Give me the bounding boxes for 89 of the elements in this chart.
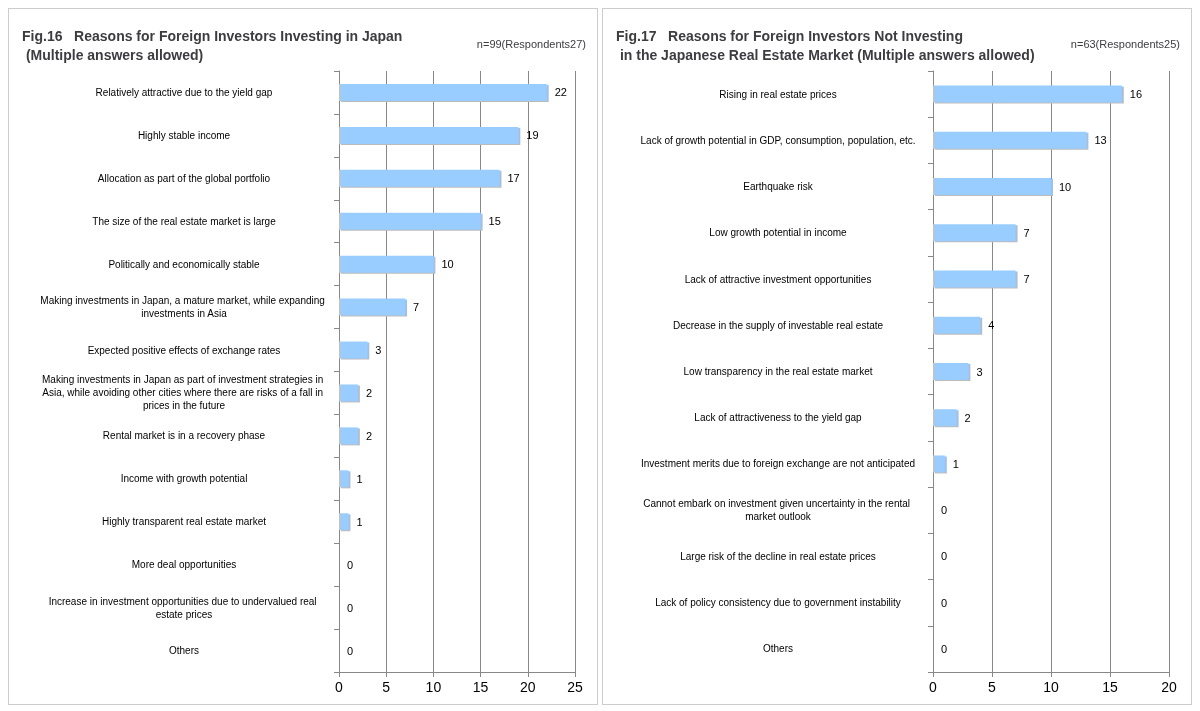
y-tick-label: Highly stable income bbox=[137, 129, 231, 141]
bar bbox=[339, 212, 481, 230]
data-label: 17 bbox=[507, 172, 520, 185]
x-tick-label: 15 bbox=[472, 679, 489, 695]
data-label: 1 bbox=[952, 457, 959, 470]
x-tick-label: 10 bbox=[1043, 679, 1059, 695]
chart-subtitle: n=99(Respondents27) bbox=[476, 37, 587, 50]
bar bbox=[339, 83, 547, 101]
data-label: 19 bbox=[526, 129, 539, 142]
data-label: 13 bbox=[1094, 134, 1107, 147]
y-tick-label: Increase in investment opportunities due to undervalued real estate prices bbox=[48, 595, 320, 620]
x-tick-label: 0 bbox=[335, 679, 344, 695]
bar bbox=[339, 255, 434, 273]
bar bbox=[933, 270, 1016, 288]
x-tick-label: 5 bbox=[382, 679, 391, 695]
data-label: 3 bbox=[375, 344, 382, 357]
y-tick-label: Others bbox=[762, 643, 794, 655]
data-label: 0 bbox=[347, 601, 354, 614]
data-label: 0 bbox=[941, 642, 948, 655]
data-label: 15 bbox=[488, 215, 501, 228]
y-tick-label: Making investments in Japan, a mature market, while expanding investments in Asia bbox=[40, 295, 328, 320]
y-tick-label: Making investments in Japan as part of investment strategies in Asia, while avoiding other cities where there are risks of a fall in prices in the future bbox=[41, 374, 327, 412]
x-tick-label: 25 bbox=[567, 679, 583, 695]
x-tick-label: 20 bbox=[520, 679, 536, 695]
data-label: 0 bbox=[347, 558, 354, 571]
y-tick-label: Lack of attractiveness to the yield gap bbox=[694, 412, 863, 424]
bar bbox=[339, 298, 406, 316]
data-label: 0 bbox=[941, 550, 948, 563]
x-tick-label: 20 bbox=[1161, 679, 1177, 695]
bar bbox=[933, 455, 945, 473]
x-tick-label: 0 bbox=[929, 679, 938, 695]
data-label: 7 bbox=[413, 301, 420, 314]
data-label: 1 bbox=[356, 515, 363, 528]
bar bbox=[339, 513, 349, 531]
bar bbox=[339, 470, 349, 488]
chart-subtitle: n=63(Respondents25) bbox=[1070, 37, 1181, 50]
bar bbox=[933, 85, 1122, 103]
data-label: 1 bbox=[356, 472, 363, 485]
y-tick-label: Lack of policy consistency due to government instability bbox=[655, 597, 901, 609]
data-label: 2 bbox=[365, 386, 373, 399]
y-tick-label: Earthquake risk bbox=[743, 181, 814, 193]
bar bbox=[933, 178, 1051, 196]
data-label: 7 bbox=[1023, 273, 1030, 286]
y-tick-label: More deal opportunities bbox=[131, 559, 237, 571]
y-tick-label: Rental market is in a recovery phase bbox=[102, 430, 266, 442]
y-tick-label: Large risk of the decline in real estate prices bbox=[680, 550, 876, 562]
data-label: 2 bbox=[365, 429, 373, 442]
y-tick-label: Income with growth potential bbox=[120, 473, 248, 485]
data-label: 4 bbox=[988, 319, 995, 332]
x-tick-label: 10 bbox=[425, 679, 442, 695]
data-label: 0 bbox=[347, 644, 354, 657]
bar bbox=[933, 224, 1016, 242]
text: Fig.16 Reasons for Foreign Investors Investing in Japan (Multiple answers allowed) bbox=[22, 27, 403, 63]
data-label: 0 bbox=[941, 504, 948, 517]
bar bbox=[339, 427, 358, 445]
y-tick-label: Investment merits due to foreign exchange are not anticipated bbox=[640, 458, 916, 470]
bar bbox=[933, 363, 969, 380]
x-tick-label: 5 bbox=[988, 679, 997, 695]
data-label: 3 bbox=[976, 365, 983, 378]
data-label: 2 bbox=[964, 411, 971, 424]
y-tick-label: Cannot embark on investment given uncertainty in the rental market outlook bbox=[643, 498, 913, 523]
bar bbox=[339, 126, 519, 144]
y-tick-label: Rising in real estate prices bbox=[719, 88, 837, 100]
y-tick-label: Expected positive effects of exchange rates bbox=[87, 344, 281, 356]
x-tick-label: 15 bbox=[1102, 679, 1118, 695]
chart-title: Fig.17 Reasons for Foreign Investors Not Investing in the Japanese Real Estate Market (Multiple answers allowed) bbox=[616, 27, 1035, 63]
y-tick-label: Politically and economically stable bbox=[108, 258, 261, 270]
y-tick-label: Relatively attractive due to the yield gap bbox=[95, 86, 273, 98]
data-label: 0 bbox=[941, 596, 948, 609]
y-tick-label: The size of the real estate market is large bbox=[92, 215, 277, 227]
bar bbox=[933, 409, 957, 427]
y-tick-label: Allocation as part of the global portfolio bbox=[97, 172, 271, 184]
y-tick-label: Decrease in the supply of investable real estate bbox=[672, 319, 884, 331]
bar bbox=[933, 131, 1087, 149]
bar bbox=[339, 169, 500, 187]
y-tick-label: Lack of attractive investment opportunities bbox=[684, 273, 872, 285]
bar bbox=[339, 341, 368, 359]
data-label: 16 bbox=[1129, 88, 1143, 101]
y-tick-label: Others bbox=[168, 645, 200, 657]
y-tick-label: Lack of growth potential in GDP, consumption, population, etc. bbox=[640, 134, 916, 146]
bar bbox=[339, 384, 358, 402]
y-tick-label: Low transparency in the real estate market bbox=[683, 366, 873, 377]
y-tick-label: Highly transparent real estate market bbox=[102, 516, 267, 528]
data-label: 10 bbox=[1059, 180, 1072, 193]
data-label: 10 bbox=[441, 258, 454, 271]
bar bbox=[933, 316, 981, 334]
data-label: 7 bbox=[1023, 226, 1030, 239]
data-label: 22 bbox=[554, 86, 567, 99]
y-tick-label: Low growth potential in income bbox=[709, 227, 848, 239]
